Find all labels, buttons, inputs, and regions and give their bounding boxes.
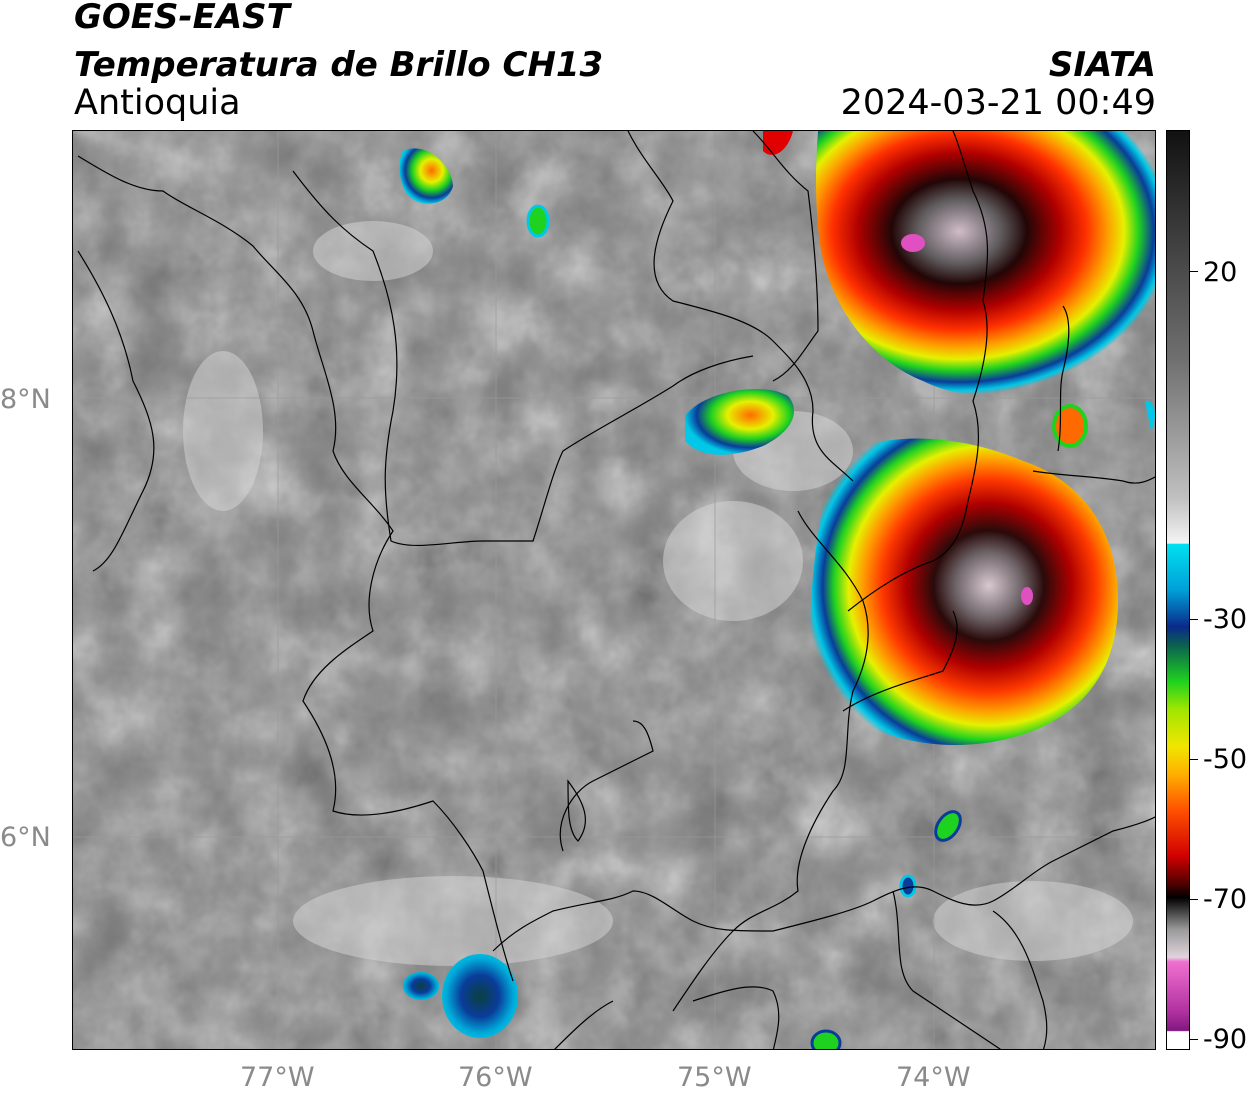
product-title: Temperatura de Brillo CH13 xyxy=(74,45,604,85)
political-borders xyxy=(77,131,1155,1049)
map-image xyxy=(73,131,1155,1049)
storm-cell-south xyxy=(810,438,1118,746)
storm-cell-top xyxy=(763,131,793,155)
satellite-map xyxy=(72,130,1156,1050)
colorbar-tick-minus70: -70 xyxy=(1203,884,1248,915)
tick-mark xyxy=(1190,271,1198,272)
cold-core-south xyxy=(1021,587,1033,605)
datetime-label: 2024-03-21 00:49 xyxy=(840,83,1156,123)
small-cell-east xyxy=(1052,404,1088,448)
small-cell-sw xyxy=(403,972,439,1000)
tick-mark xyxy=(1190,1039,1198,1040)
cold-core-north xyxy=(901,234,925,252)
lat-label-8n: 8°N xyxy=(0,384,51,415)
colorbar-tick-20: 20 xyxy=(1203,257,1238,288)
colorbar-tick-minus50: -50 xyxy=(1203,744,1248,775)
colorbar xyxy=(1166,130,1190,1050)
lon-label-77w: 77°W xyxy=(240,1062,315,1093)
colorbar-gradient xyxy=(1167,131,1189,1049)
small-cell-bottom xyxy=(810,1029,842,1049)
colorbar-tick-minus90: -90 xyxy=(1203,1024,1248,1055)
small-cell xyxy=(526,204,550,238)
colorbar-tick-minus30: -30 xyxy=(1203,604,1248,635)
lon-label-75w: 75°W xyxy=(677,1062,752,1093)
small-cell-se2 xyxy=(899,874,917,898)
tick-mark xyxy=(1190,759,1198,760)
tick-mark xyxy=(1190,899,1198,900)
tick-mark xyxy=(1190,619,1198,620)
storm-cell-southwest xyxy=(442,954,518,1038)
storm-cell-central xyxy=(685,388,795,455)
agency-label: SIATA xyxy=(1048,45,1156,85)
region-label: Antioquia xyxy=(74,83,241,123)
cyan-fragment xyxy=(1145,400,1155,431)
lat-label-6n: 6°N xyxy=(0,822,51,853)
lon-label-74w: 74°W xyxy=(896,1062,971,1093)
lon-label-76w: 76°W xyxy=(458,1062,533,1093)
storm-cell-northwest xyxy=(399,148,453,204)
storm-cell-north xyxy=(816,131,1155,396)
satellite-title: GOES-EAST xyxy=(74,0,290,37)
small-cell-se xyxy=(934,810,962,842)
